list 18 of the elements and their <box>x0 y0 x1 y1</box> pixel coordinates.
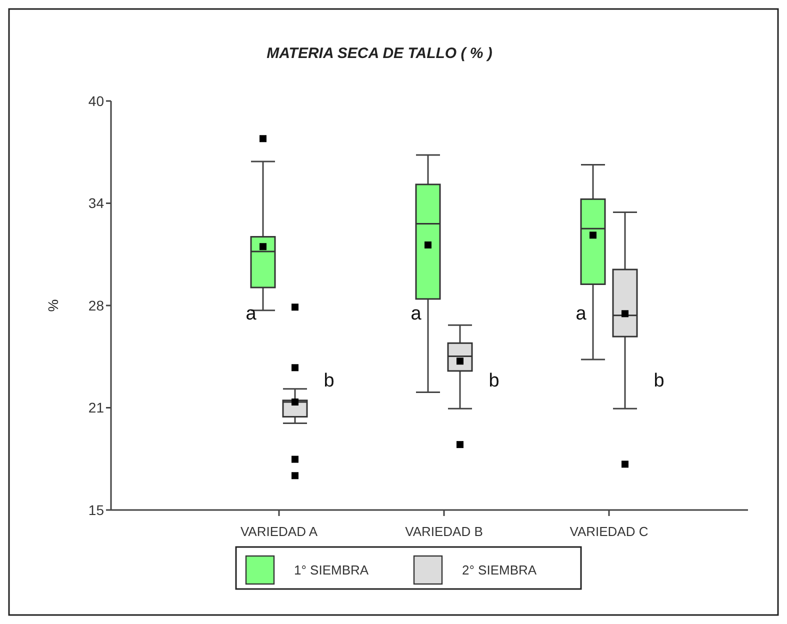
y-tick-label: 15 <box>88 502 104 518</box>
legend-label: 1° SIEMBRA <box>294 562 369 578</box>
y-tick-label: 21 <box>88 400 104 416</box>
x-tick-label: VARIEDAD C <box>570 524 648 539</box>
annotation: b <box>488 370 500 392</box>
x-tick-label: VARIEDAD A <box>240 524 318 539</box>
y-tick-label: 40 <box>88 92 104 109</box>
annotation: b <box>654 370 664 392</box>
annotation: a <box>410 304 422 325</box>
legend-label: 2° SIEMBRA <box>462 562 537 578</box>
y-axis-title: % <box>45 299 61 312</box>
chart-title: MATERIA SECA DE TALLO ( % ) <box>266 45 492 62</box>
annotation: a <box>246 304 257 325</box>
y-tick-label: 28 <box>88 297 104 314</box>
annotation: b <box>324 370 334 392</box>
x-tick-label: VARIEDAD B <box>405 524 483 539</box>
annotation: a <box>576 304 587 325</box>
y-tick-label: 34 <box>88 195 104 212</box>
